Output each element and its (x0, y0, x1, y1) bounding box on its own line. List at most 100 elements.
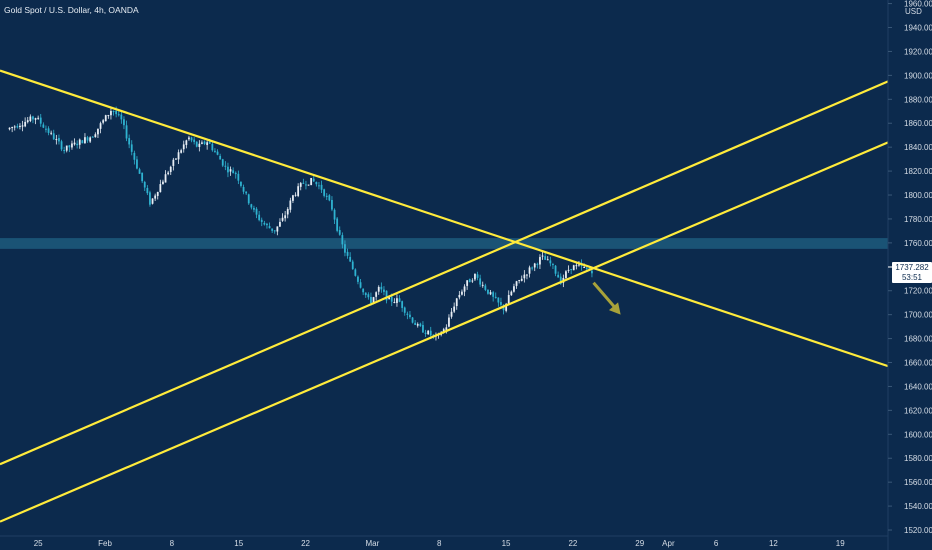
time-tick-label: 12 (769, 539, 778, 548)
candle-body (539, 257, 541, 265)
candle-body (208, 141, 211, 144)
candle-body (260, 219, 263, 222)
candle-body (403, 307, 406, 313)
candle-body (367, 294, 370, 298)
candle-body (292, 195, 294, 201)
time-tick-label: 8 (170, 539, 175, 548)
candle-body (34, 118, 37, 120)
candle-body (531, 267, 534, 269)
time-tick-label: 25 (34, 539, 43, 548)
candle-body (546, 259, 549, 261)
candle-body (518, 280, 521, 282)
time-tick-label: Apr (662, 539, 675, 548)
candle-body (115, 110, 118, 115)
candle-body (390, 296, 393, 302)
time-tick-label: 15 (234, 539, 243, 548)
candle-body (177, 152, 180, 160)
candle-body (193, 139, 196, 142)
candle-body (172, 159, 175, 166)
candle-body (398, 298, 401, 302)
candle-body (458, 294, 461, 298)
candle-body (312, 178, 315, 182)
resistance-zone (0, 238, 888, 249)
candle-body (505, 303, 508, 311)
time-tick-label: 22 (568, 539, 577, 548)
candle-body (201, 142, 203, 144)
candle-body (523, 274, 526, 279)
candle-body (19, 125, 21, 127)
candle-body (203, 141, 206, 144)
candle-body (195, 141, 198, 147)
candle-body (68, 145, 71, 148)
candle-body (102, 120, 105, 123)
price-tick-label: 1700.000 (904, 311, 932, 320)
candle-body (349, 256, 352, 262)
price-tick-label: 1860.000 (904, 119, 932, 128)
candle-body (167, 172, 170, 175)
candle-body (8, 127, 11, 130)
candle-body (575, 265, 578, 267)
price-tick-label: 1840.000 (904, 143, 932, 152)
candle-body (112, 110, 115, 112)
candle-body (154, 195, 157, 199)
price-tick-label: 1660.000 (904, 359, 932, 368)
candle-body (227, 166, 229, 173)
candle-body (266, 223, 268, 226)
price-tick-label: 1780.000 (904, 215, 932, 224)
candle-body (84, 137, 86, 144)
candle-body (104, 115, 107, 122)
candle-body (198, 143, 201, 147)
candle-body (26, 120, 29, 123)
candle-body (128, 138, 131, 145)
price-tick-label: 1600.000 (904, 430, 932, 439)
candle-body (533, 263, 536, 268)
candle-body (497, 297, 500, 303)
candle-body (565, 271, 567, 278)
candle-body (242, 186, 245, 192)
candle-body (331, 199, 333, 210)
candle-body (258, 214, 261, 221)
candle-body (411, 317, 414, 323)
candle-body (180, 150, 183, 153)
candle-body (78, 139, 81, 145)
candle-body (89, 137, 92, 142)
candle-body (570, 269, 573, 271)
candle-body (461, 291, 463, 295)
candle-body (120, 114, 123, 120)
candle-body (279, 221, 281, 227)
price-tick-label: 1800.000 (904, 191, 932, 200)
candle-body (141, 172, 144, 182)
candle-body (429, 330, 432, 336)
candle-body (328, 195, 331, 201)
candle-body (554, 265, 557, 274)
candle-body (572, 265, 575, 271)
candle-body (94, 134, 97, 138)
candle-body (393, 302, 396, 304)
candle-body (42, 124, 45, 128)
candle-body (468, 279, 471, 283)
candle-body (32, 116, 34, 120)
candle-body (224, 165, 227, 167)
candle-body (432, 334, 435, 336)
candle-body (133, 152, 136, 160)
candle-body (591, 270, 593, 274)
candle-body (143, 181, 146, 188)
price-tick-label: 1620.000 (904, 406, 932, 415)
candle-body (520, 278, 523, 281)
candle-body (401, 301, 404, 308)
candle-body (450, 311, 453, 317)
candle-body (286, 208, 289, 215)
candle-body (284, 215, 287, 219)
time-tick-label: 15 (502, 539, 511, 548)
candle-body (55, 139, 58, 141)
candle-body (455, 298, 458, 307)
candle-body (245, 191, 248, 194)
time-axis[interactable]: 25 Feb 8 15 22 Mar 8 15 22 29 Apr 6 12 19 (34, 539, 846, 548)
candle-body (214, 150, 216, 152)
candle-body (359, 282, 362, 288)
ascending-channel-upper-trendline (0, 80, 889, 466)
candle-body (357, 276, 359, 282)
candle-body (117, 114, 120, 116)
